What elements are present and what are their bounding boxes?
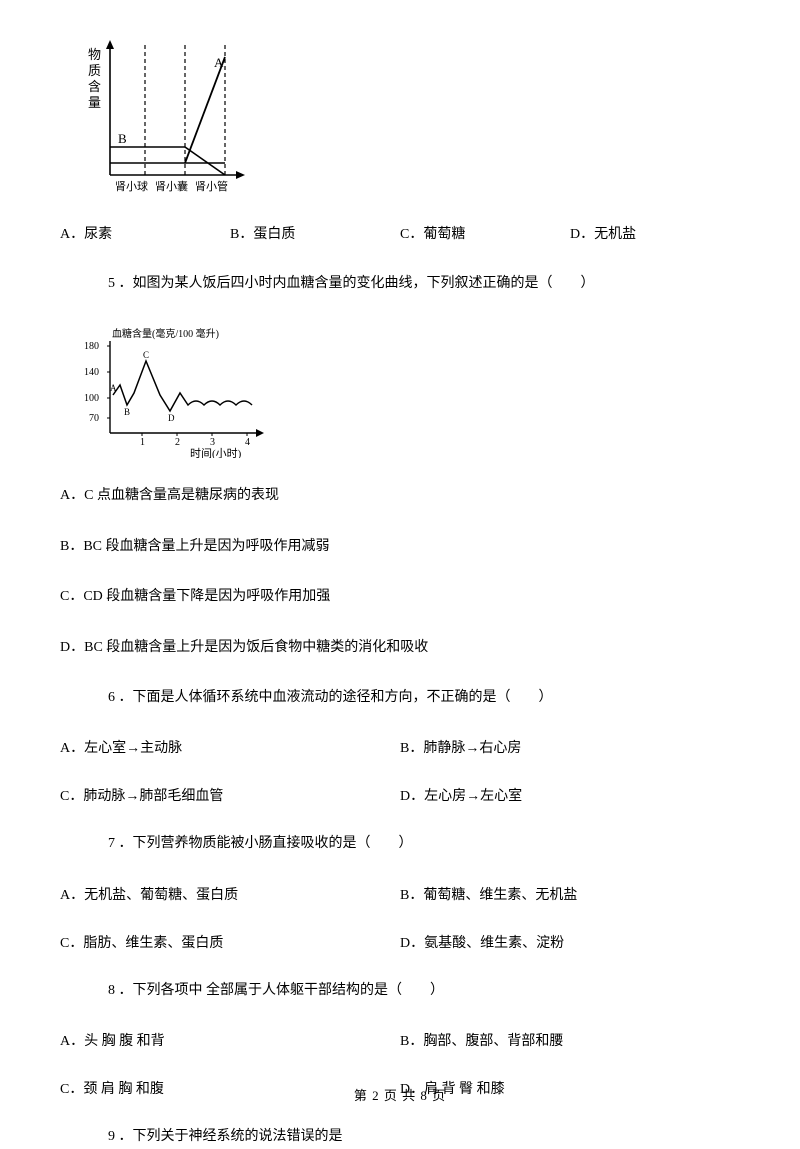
q8-stem: 8 ．下列各项中 全部属于人体躯干部结构的是（ ） [108, 980, 740, 1002]
q5-option-b: B．BC 段血糖含量上升是因为呼吸作用减弱 [60, 536, 740, 558]
d2-xt3: 4 [245, 437, 250, 448]
d2-yt1: 140 [84, 367, 99, 378]
q6-option-b: B．肺静脉→右心房 [400, 737, 740, 757]
q7-option-d: D．氨基酸、维生素、淀粉 [400, 932, 740, 952]
q7-row1: A．无机盐、葡萄糖、蛋白质 B．葡萄糖、维生素、无机盐 [60, 884, 740, 904]
d1-ychar3: 量 [88, 95, 101, 110]
page-footer: 第 2 页 共 8 页 [0, 1085, 800, 1104]
d1-xarrow [236, 171, 245, 179]
d1-lineA [185, 57, 225, 163]
q7-option-a: A．无机盐、葡萄糖、蛋白质 [60, 884, 400, 904]
d2-ptC: C [143, 350, 149, 360]
q8-option-b: B．胸部、腹部、背部和腰 [400, 1030, 740, 1050]
q7-stem: 7 ．下列营养物质能被小肠直接吸收的是（ ） [108, 833, 740, 855]
q5-stem: 5 ．如图为某人饭后四小时内血糖含量的变化曲线，下列叙述正确的是（ ） [108, 273, 740, 295]
d2-xt1: 2 [175, 437, 180, 448]
q4-option-b: B．蛋白质 [230, 223, 400, 243]
q8-option-a: A．头 胸 腹 和背 [60, 1030, 400, 1050]
diagram-kidney-substance: 物 质 含 量 B A 肾小球 肾小囊 肾小管 [80, 35, 740, 205]
d1-ychar2: 含 [88, 79, 101, 94]
d1-xlabel2: 肾小管 [195, 179, 228, 193]
d2-xlabel: 时间(小时) [190, 447, 242, 458]
q7-option-c: C．脂肪、维生素、蛋白质 [60, 932, 400, 952]
d2-xt2: 3 [210, 437, 215, 448]
d2-ptA: A [110, 383, 117, 393]
q6-row2: C．肺动脉→肺部毛细血管 D．左心房→左心室 [60, 785, 740, 805]
d2-ptB: B [124, 407, 130, 417]
diagram-blood-sugar: 血糖含量(毫克/100 毫升) 180 140 100 70 1 2 3 4 时… [80, 323, 740, 463]
d1-xlabel1: 肾小囊 [155, 179, 188, 193]
d2-yt2: 100 [84, 393, 99, 404]
d1-xlabel0: 肾小球 [115, 179, 148, 193]
d1-yarrow [106, 40, 114, 49]
d1-ychar0: 物 [88, 47, 101, 62]
diagram1-svg: 物 质 含 量 B A 肾小球 肾小囊 肾小管 [80, 35, 250, 200]
d1-ychar1: 质 [88, 63, 101, 78]
q7-option-b: B．葡萄糖、维生素、无机盐 [400, 884, 740, 904]
q9-stem: 9 ．下列关于神经系统的说法错误的是 [108, 1126, 740, 1148]
d1-lineB2 [185, 147, 225, 175]
q5-option-a: A．C 点血糖含量高是糖尿病的表现 [60, 485, 740, 507]
q6-stem: 6 ．下面是人体循环系统中血液流动的途径和方向，不正确的是（ ） [108, 687, 740, 709]
q6-row1: A．左心室→主动脉 B．肺静脉→右心房 [60, 737, 740, 757]
d2-yt0: 180 [84, 341, 99, 352]
d2-yt3: 70 [89, 413, 99, 424]
q6-option-a: A．左心室→主动脉 [60, 737, 400, 757]
q8-row1: A．头 胸 腹 和背 B．胸部、腹部、背部和腰 [60, 1030, 740, 1050]
d1-labelB: B [118, 131, 127, 146]
q6-option-c: C．肺动脉→肺部毛细血管 [60, 785, 400, 805]
q7-row2: C．脂肪、维生素、蛋白质 D．氨基酸、维生素、淀粉 [60, 932, 740, 952]
q4-option-c: C．葡萄糖 [400, 223, 570, 243]
q6-option-d: D．左心房→左心室 [400, 785, 740, 805]
d2-curve [113, 361, 252, 411]
d1-labelA: A [214, 55, 224, 70]
d2-ptD: D [168, 413, 175, 423]
q4-option-a: A．尿素 [60, 223, 230, 243]
d2-xt0: 1 [140, 437, 145, 448]
q4-option-d: D．无机盐 [570, 223, 730, 243]
q5-option-d: D．BC 段血糖含量上升是因为饭后食物中糖类的消化和吸收 [60, 637, 740, 659]
diagram2-svg: 血糖含量(毫克/100 毫升) 180 140 100 70 1 2 3 4 时… [80, 323, 280, 458]
d2-ylabel: 血糖含量(毫克/100 毫升) [112, 327, 219, 340]
q5-option-c: C．CD 段血糖含量下降是因为呼吸作用加强 [60, 586, 740, 608]
q4-options-row: A．尿素 B．蛋白质 C．葡萄糖 D．无机盐 [60, 223, 740, 243]
d2-xarrow [256, 429, 264, 437]
